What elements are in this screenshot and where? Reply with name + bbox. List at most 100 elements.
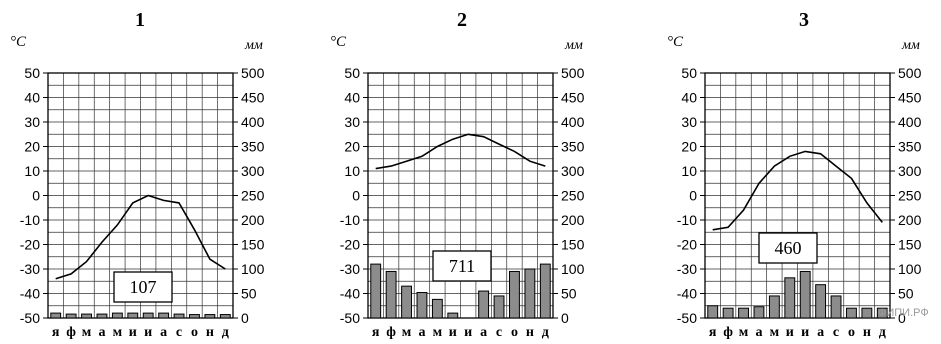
left-tick-label: 0 — [352, 188, 360, 204]
month-label: а — [418, 325, 425, 340]
precip-bar — [158, 312, 170, 319]
right-tick-label: 0 — [898, 310, 906, 326]
precip-bar — [416, 292, 428, 319]
month-label: о — [191, 325, 198, 340]
climatogram-3: 3°C мм50403020100-10-20-30-40-50500450400… — [667, 9, 922, 340]
month-label: о — [511, 325, 518, 340]
left-tick-label: 10 — [24, 163, 40, 179]
precip-bar — [447, 312, 459, 319]
left-tick-label: 40 — [24, 90, 40, 106]
month-label: ф — [723, 325, 733, 340]
left-tick-label: 20 — [24, 139, 40, 155]
left-tick-label: 40 — [681, 90, 697, 106]
precip-bar — [173, 313, 185, 319]
left-tick-label: 0 — [32, 188, 40, 204]
right-tick-label: 450 — [898, 90, 922, 106]
month-label: и — [449, 325, 457, 340]
month-label: а — [817, 325, 824, 340]
precip-bar — [204, 314, 216, 319]
left-tick-label: 0 — [689, 188, 697, 204]
left-tick-label: -50 — [20, 310, 40, 326]
right-tick-label: 500 — [898, 65, 922, 81]
month-label: я — [372, 325, 380, 340]
precip-bar — [815, 284, 827, 319]
month-label: и — [786, 325, 794, 340]
precip-bar — [830, 295, 842, 319]
right-tick-label: 200 — [241, 212, 265, 228]
chart-title: 3 — [799, 9, 809, 31]
chart-title: 1 — [135, 9, 145, 31]
month-label: д — [542, 325, 549, 340]
right-tick-label: 100 — [561, 261, 585, 277]
total-precip-box — [758, 232, 818, 264]
temperature-line — [375, 133, 546, 170]
right-tick-label: 300 — [561, 163, 585, 179]
total-precip-value: 460 — [775, 238, 802, 258]
precip-bar — [431, 298, 443, 319]
precip-bar — [219, 314, 231, 319]
month-label: а — [755, 325, 762, 340]
month-label: о — [848, 325, 855, 340]
month-label: м — [433, 325, 443, 340]
right-tick-label: 150 — [561, 237, 585, 253]
right-tick-label: 50 — [241, 286, 257, 302]
left-tick-label: -50 — [340, 310, 360, 326]
total-precip-value: 107 — [130, 277, 157, 297]
right-tick-label: 350 — [561, 139, 585, 155]
month-label: я — [52, 325, 60, 340]
climatogram-2: 2°C мм50403020100-10-20-30-40-50500450400… — [330, 9, 585, 340]
total-precip-box — [113, 271, 173, 303]
left-tick-label: -20 — [340, 237, 360, 253]
right-tick-label: 400 — [898, 114, 922, 130]
month-label: а — [160, 325, 167, 340]
right-tick-label: 200 — [898, 212, 922, 228]
precip-bar — [524, 268, 536, 319]
precip-unit-label: мм — [564, 38, 583, 53]
left-tick-label: 50 — [344, 65, 360, 81]
watermark: ФИПИ.РФ — [878, 307, 929, 319]
right-tick-label: 250 — [898, 188, 922, 204]
precip-bar — [753, 306, 765, 319]
month-label: а — [98, 325, 105, 340]
month-label: м — [82, 325, 92, 340]
precip-bar — [81, 313, 92, 319]
temp-unit-label: °C — [667, 34, 684, 50]
temp-unit-label: °C — [10, 34, 27, 50]
precip-bar — [722, 307, 734, 319]
precip-bar — [142, 312, 154, 319]
temperature-line — [55, 194, 226, 280]
right-tick-label: 400 — [241, 114, 265, 130]
month-label: ф — [66, 325, 76, 340]
temp-unit-label: °C — [330, 34, 347, 50]
month-label: м — [770, 325, 780, 340]
left-tick-label: -20 — [20, 237, 40, 253]
left-tick-label: -10 — [20, 212, 40, 228]
precip-unit-label: мм — [901, 38, 920, 53]
month-label: м — [402, 325, 412, 340]
month-label: и — [129, 325, 137, 340]
right-tick-label: 50 — [561, 286, 577, 302]
month-label: с — [176, 325, 182, 340]
precip-bar — [65, 313, 77, 319]
left-tick-label: 20 — [344, 139, 360, 155]
precip-bar — [846, 307, 857, 319]
right-tick-label: 400 — [561, 114, 585, 130]
left-tick-label: 30 — [24, 114, 40, 130]
month-label: я — [709, 325, 717, 340]
precip-bar — [876, 307, 888, 319]
temperature-line — [712, 150, 883, 231]
precip-bar — [385, 270, 397, 319]
precip-bar — [189, 314, 200, 319]
left-tick-label: 10 — [344, 163, 360, 179]
month-label: с — [496, 325, 502, 340]
month-label: ф — [386, 325, 396, 340]
right-tick-label: 500 — [241, 65, 265, 81]
left-tick-label: 40 — [344, 90, 360, 106]
month-label: д — [222, 325, 229, 340]
precip-bar — [401, 285, 412, 319]
left-tick-label: 50 — [681, 65, 697, 81]
right-tick-label: 50 — [898, 286, 914, 302]
precip-bar — [478, 290, 490, 319]
left-tick-label: 20 — [681, 139, 697, 155]
